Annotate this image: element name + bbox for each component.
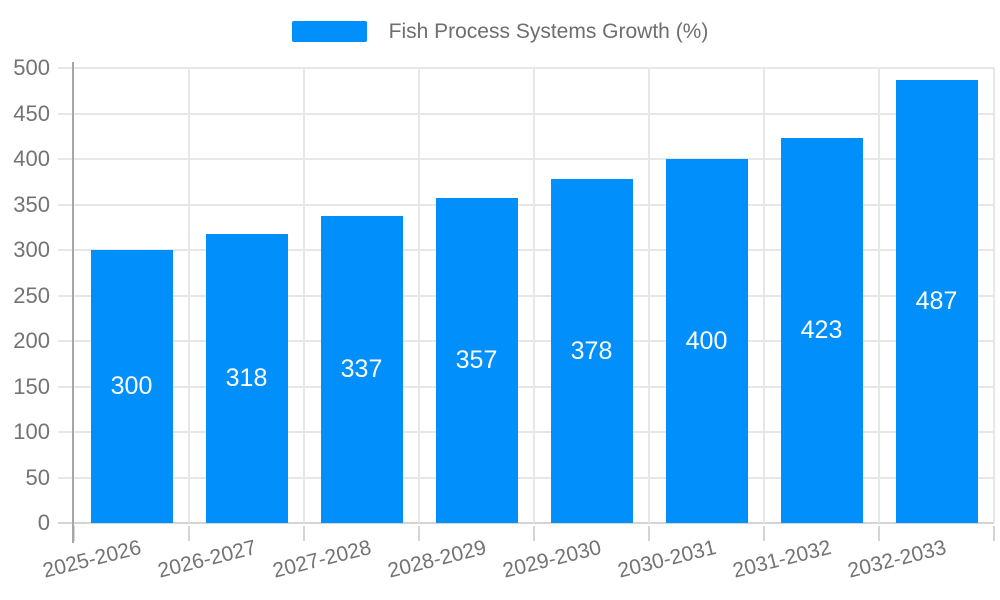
bar[interactable]: 487 — [895, 79, 978, 523]
y-gridline — [58, 249, 994, 251]
bar[interactable]: 300 — [90, 250, 173, 523]
x-gridline — [878, 68, 880, 523]
legend-label: Fish Process Systems Growth (%) — [388, 20, 709, 43]
y-axis-label: 150 — [13, 373, 50, 399]
x-axis-tick — [73, 526, 75, 541]
bar-value-label: 487 — [915, 286, 958, 315]
x-axis-tick — [188, 526, 190, 541]
bar-value-label: 300 — [110, 372, 153, 400]
y-axis-label: 400 — [13, 146, 50, 171]
y-axis-label: 500 — [13, 55, 50, 80]
y-gridline — [58, 522, 994, 524]
bar[interactable]: 423 — [780, 138, 863, 523]
y-gridline — [58, 431, 994, 433]
bar[interactable]: 337 — [320, 216, 403, 523]
y-gridline — [58, 203, 994, 206]
legend-swatch-icon — [291, 21, 367, 42]
y-gridline — [58, 67, 994, 69]
y-axis-label: 450 — [13, 100, 50, 126]
bar-value-label: 378 — [570, 336, 613, 365]
y-axis-label: 250 — [13, 282, 50, 308]
bar[interactable]: 378 — [550, 179, 633, 523]
y-gridline — [58, 476, 994, 479]
y-axis-label: 200 — [13, 328, 50, 353]
bar[interactable]: 357 — [435, 198, 518, 523]
bar-value-label: 423 — [800, 316, 843, 345]
bar[interactable]: 400 — [665, 159, 748, 523]
chart-legend[interactable]: Fish Process Systems Growth (%) — [0, 21, 1000, 42]
x-axis-tick — [303, 526, 305, 541]
x-gridline — [648, 68, 650, 523]
y-axis-line — [72, 62, 74, 543]
y-gridline — [58, 340, 994, 342]
y-axis-label: 50 — [25, 464, 50, 490]
x-axis-tick — [993, 526, 995, 541]
x-gridline — [993, 68, 995, 523]
bar-value-label: 337 — [340, 355, 383, 384]
bar[interactable]: 318 — [205, 233, 288, 523]
x-gridline — [418, 68, 420, 523]
y-gridline — [58, 294, 994, 297]
x-gridline — [533, 68, 535, 523]
x-gridline — [763, 68, 765, 523]
x-axis-tick — [533, 526, 535, 541]
bar-value-label: 357 — [455, 346, 498, 375]
x-axis-tick — [648, 526, 650, 541]
x-axis-tick — [763, 526, 765, 541]
bar-value-label: 318 — [225, 363, 268, 392]
x-gridline — [188, 68, 190, 523]
x-axis-tick — [878, 526, 880, 541]
y-axis-label: 100 — [13, 419, 50, 444]
x-axis-tick — [418, 526, 420, 541]
bar-value-label: 400 — [685, 326, 728, 355]
y-axis-label: 0 — [37, 510, 50, 535]
y-gridline — [58, 112, 994, 115]
y-gridline — [58, 158, 994, 160]
x-gridline — [303, 68, 305, 523]
y-gridline — [58, 385, 994, 388]
y-axis-label: 350 — [13, 191, 50, 217]
y-axis-label: 300 — [13, 237, 50, 262]
